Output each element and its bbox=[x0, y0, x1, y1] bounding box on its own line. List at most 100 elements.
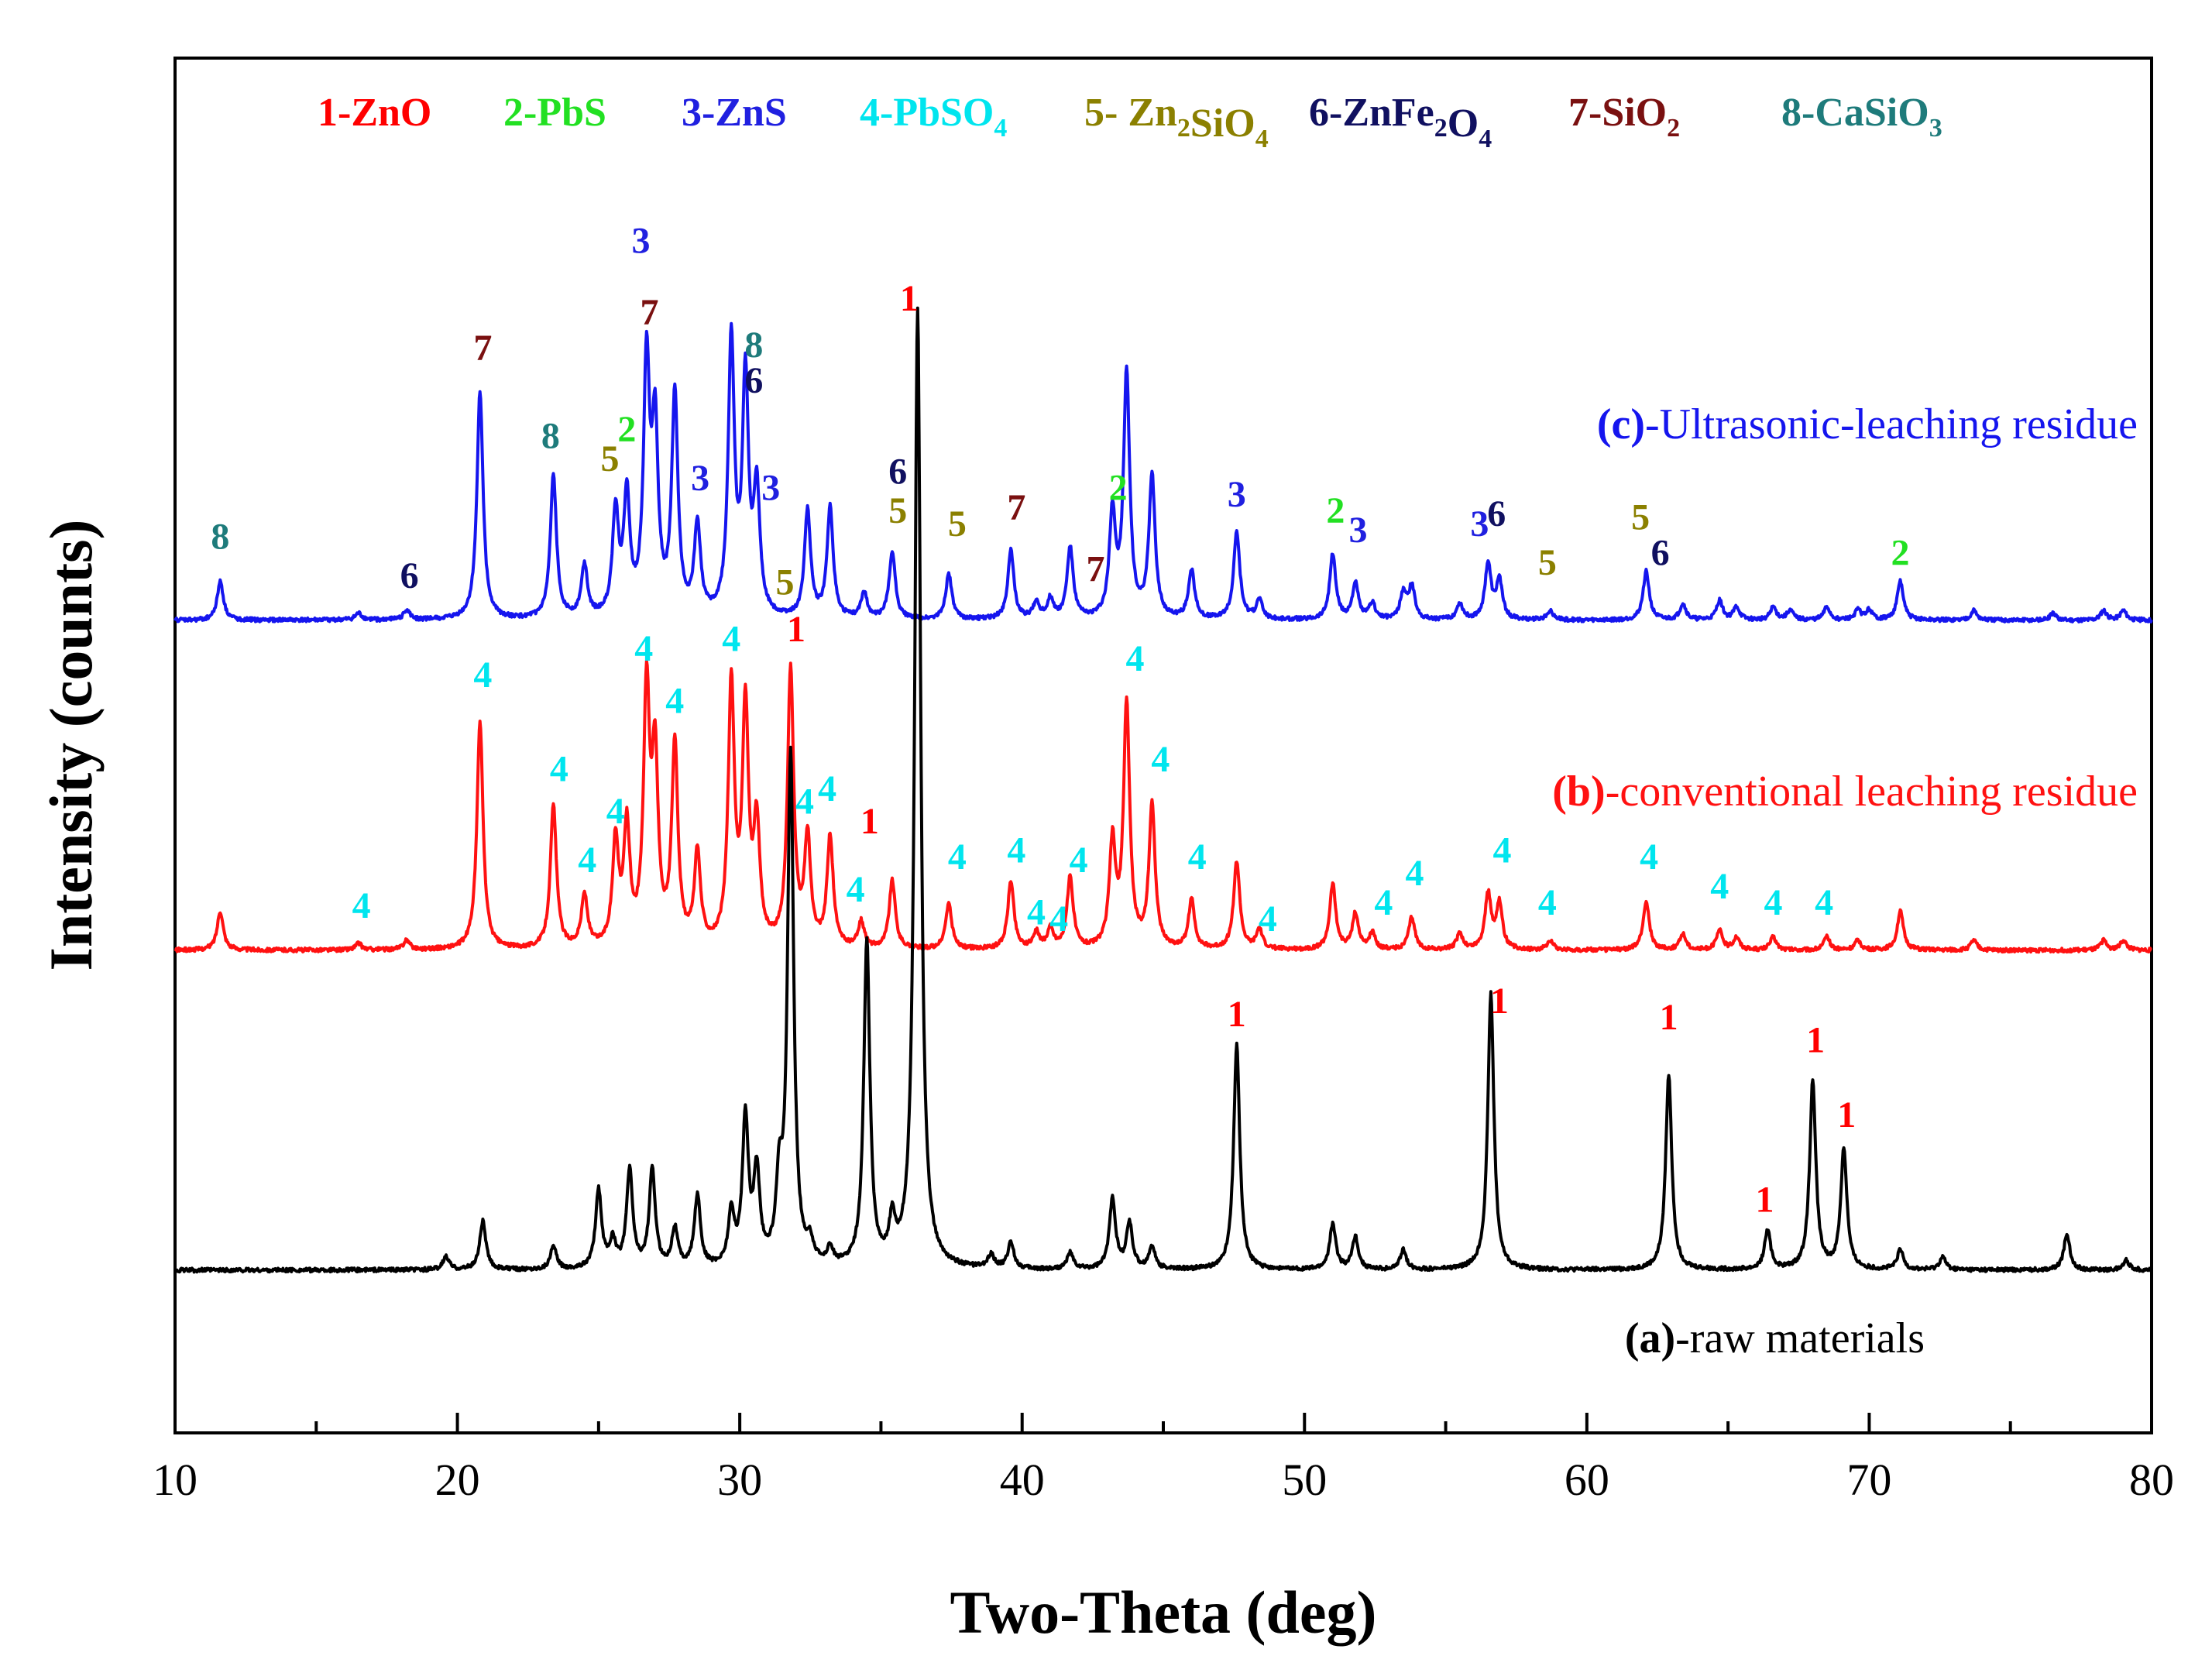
series-name-rest: -Ultrasonic-leaching residue bbox=[1645, 400, 2138, 448]
peak-label: 3 bbox=[1228, 474, 1246, 515]
peak-label: 4 bbox=[578, 840, 596, 881]
peak-label: 4 bbox=[1374, 882, 1393, 923]
peak-label: 4 bbox=[795, 782, 814, 823]
series-b-line bbox=[173, 659, 2153, 954]
peak-label: 6 bbox=[400, 555, 419, 596]
peak-label: 6 bbox=[1487, 493, 1506, 534]
peak-label: 4 bbox=[1151, 739, 1170, 780]
peak-label: 3 bbox=[1470, 503, 1489, 544]
peak-label: 5 bbox=[1631, 496, 1650, 538]
legend-text: 6-ZnFe bbox=[1309, 91, 1434, 135]
peak-label: 4 bbox=[1405, 853, 1424, 894]
x-tick-label: 10 bbox=[153, 1455, 198, 1505]
x-tick-label: 50 bbox=[1282, 1455, 1327, 1505]
legend-item: 3-ZnS bbox=[682, 91, 787, 135]
peak-label: 4 bbox=[550, 749, 568, 790]
legend-subscript: 3 bbox=[1929, 114, 1942, 143]
legend-subscript: 4 bbox=[1255, 125, 1269, 153]
series-c-line bbox=[173, 321, 2153, 624]
legend-item: 8-CaSiO3 bbox=[1781, 91, 1942, 143]
peak-label: 6 bbox=[744, 360, 763, 401]
legend-text: SiO bbox=[1190, 101, 1255, 146]
x-tick-label: 20 bbox=[435, 1455, 480, 1505]
peak-label: 5 bbox=[775, 562, 794, 603]
legend-item: 6-ZnFe2O4 bbox=[1309, 91, 1492, 153]
series-name-bold: (b) bbox=[1552, 768, 1605, 816]
peak-label: 4 bbox=[1007, 830, 1025, 871]
peak-label: 8 bbox=[211, 517, 229, 558]
series-name-rest: -conventional leaching residue bbox=[1606, 768, 2138, 816]
peak-label: 1 bbox=[787, 609, 805, 650]
legend-text: 8-CaSiO bbox=[1781, 91, 1929, 135]
peak-label: 1 bbox=[1806, 1020, 1825, 1061]
peak-label: 2 bbox=[1326, 490, 1345, 531]
legend-text: 4-PbSO bbox=[860, 91, 994, 135]
peak-label: 1 bbox=[1756, 1179, 1774, 1220]
legend-text: 5- Zn bbox=[1084, 91, 1177, 135]
peak-label: 4 bbox=[1764, 882, 1782, 923]
series-name-bold: (c) bbox=[1597, 400, 1645, 448]
peak-label: 4 bbox=[473, 654, 492, 696]
x-axis-ticks: 10 20 30 40 50 60 70 80 bbox=[153, 1413, 2174, 1505]
peak-label: 5 bbox=[600, 438, 619, 479]
peak-label: 1 bbox=[900, 278, 919, 319]
peak-label: 4 bbox=[1259, 898, 1277, 940]
peak-label: 5 bbox=[888, 490, 907, 531]
peak-label: 4 bbox=[847, 869, 865, 910]
series-name-bold: (a) bbox=[1625, 1314, 1675, 1362]
peak-label: 4 bbox=[1049, 898, 1068, 940]
peak-label: 4 bbox=[1126, 638, 1145, 679]
legend-text: 7-SiO bbox=[1568, 91, 1667, 135]
peak-label: 4 bbox=[634, 628, 653, 669]
peak-label: 7 bbox=[1007, 487, 1025, 528]
legend-subscript: 2 bbox=[1434, 114, 1448, 143]
x-tick-label: 60 bbox=[1565, 1455, 1609, 1505]
peak-label: 2 bbox=[1109, 468, 1128, 509]
legend-text: O bbox=[1448, 101, 1479, 146]
legend-item: 5- Zn2SiO4 bbox=[1084, 91, 1269, 153]
peak-label: 4 bbox=[1027, 891, 1046, 933]
peak-label: 1 bbox=[1837, 1094, 1856, 1135]
series-a-line bbox=[173, 306, 2153, 1274]
legend-text: 3-ZnS bbox=[682, 91, 787, 135]
legend-text: 1-ZnO bbox=[318, 91, 431, 135]
series-name-b: (b)-conventional leaching residue bbox=[1552, 768, 2138, 816]
peak-label: 4 bbox=[606, 791, 625, 832]
peak-label: 4 bbox=[1640, 836, 1658, 878]
series-name-c: (c)-Ultrasonic-leaching residue bbox=[1597, 400, 2138, 448]
peak-label: 4 bbox=[665, 680, 684, 721]
peak-label: 4 bbox=[1538, 882, 1557, 923]
peak-label: 3 bbox=[1349, 510, 1368, 551]
peak-label: 4 bbox=[722, 619, 740, 660]
peak-label: 1 bbox=[860, 801, 879, 842]
legend: 1-ZnO 2-PbS 3-ZnS 4-PbSO4 5- Zn2SiO46-ZnFe2O… bbox=[318, 91, 1942, 153]
peak-label: 1 bbox=[1660, 997, 1678, 1038]
peak-label: 5 bbox=[1538, 542, 1557, 583]
x-tick-label: 80 bbox=[2129, 1455, 2174, 1505]
peak-label: 6 bbox=[888, 452, 907, 493]
peak-label: 4 bbox=[818, 768, 836, 809]
peak-label: 4 bbox=[352, 885, 371, 926]
y-axis-label: Intensity (counts) bbox=[37, 520, 105, 971]
legend-item: 2-PbS bbox=[503, 91, 606, 135]
legend-item: 7-SiO2 bbox=[1568, 91, 1680, 143]
peak-label: 3 bbox=[691, 458, 709, 499]
peak-label: 2 bbox=[1891, 533, 1910, 574]
legend-text: 2-PbS bbox=[503, 91, 606, 135]
legend-subscript: 4 bbox=[994, 114, 1007, 143]
peak-label: 2 bbox=[617, 409, 636, 450]
peak-label: 4 bbox=[1070, 840, 1088, 881]
peak-label: 4 bbox=[1815, 882, 1833, 923]
peak-label: 1 bbox=[1490, 981, 1509, 1022]
peak-label: 1 bbox=[1228, 994, 1246, 1035]
peak-label: 6 bbox=[1651, 533, 1670, 574]
peak-label: 5 bbox=[948, 503, 967, 544]
peak-label: 4 bbox=[1492, 830, 1511, 871]
peak-label: 8 bbox=[744, 325, 763, 366]
x-tick-label: 40 bbox=[1000, 1455, 1045, 1505]
series-name-rest: -raw materials bbox=[1675, 1314, 1925, 1362]
